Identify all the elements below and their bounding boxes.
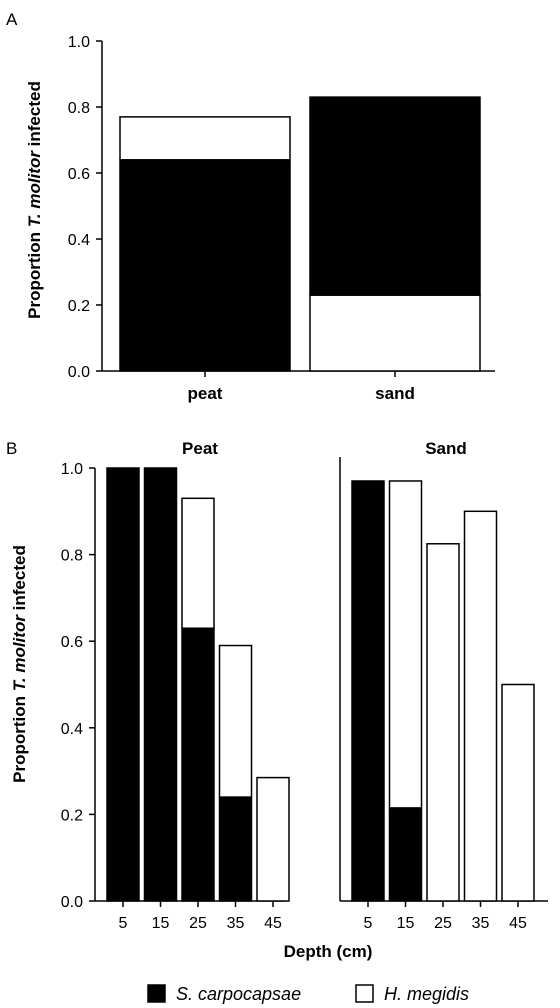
x-axis-label: Depth (cm) <box>284 942 373 961</box>
panel-b-peat-x-tick-label: 35 <box>227 915 245 932</box>
panel-b-axes: 0.0 0.2 0.4 0.6 0.8 1.0 <box>61 457 548 911</box>
panel-b-sand-x-tick-label: 25 <box>434 915 452 932</box>
panel-b-peat-x-tick-label: 15 <box>152 915 170 932</box>
panel-a-y-axis-label: Proportion T. molitor infected <box>25 81 44 319</box>
panel-b-y-tick-label: 0.0 <box>61 894 83 911</box>
legend-swatch-h-megidis <box>355 984 374 1003</box>
panel-b-sand-x-tick-label: 5 <box>364 915 373 932</box>
panel-b-peat-bar-s-carpocapsae <box>181 627 215 902</box>
panel-b-peat-x-tick-label: 45 <box>264 915 282 932</box>
panel-b-peat-bar-h-megidis <box>181 497 215 629</box>
facet-title-sand: Sand <box>425 439 467 458</box>
panel-b-peat-bar-s-carpocapsae <box>143 467 178 902</box>
panel-a-bar-h-megidis <box>119 116 291 161</box>
legend-swatch-s-carpocapsae <box>147 984 166 1003</box>
panel-b-peat-bar-s-carpocapsae <box>106 467 140 902</box>
panel-b-label: B <box>6 439 17 458</box>
panel-b-peat-bar-h-megidis <box>218 644 253 798</box>
panel-a-bar-s-carpocapsae <box>119 159 291 372</box>
panel-b-sand-x-tick-label: 15 <box>397 915 415 932</box>
panel-a-y-tick-label: 0.2 <box>68 298 90 315</box>
panel-b: B Proportion T. molitor infected Peat Sa… <box>6 439 548 961</box>
panel-a-y-tick-label: 0.6 <box>68 166 90 183</box>
panel-b-y-axis-label: Proportion T. molitor infected <box>10 545 29 783</box>
panel-b-sand-bar-h-megidis <box>426 543 460 902</box>
panel-b-peat-x-tick-label: 5 <box>119 915 128 932</box>
panel-b-y-tick-label: 0.6 <box>61 634 83 651</box>
legend: S. carpocapsae H. megidis <box>147 984 469 1004</box>
panel-b-bars <box>106 467 535 902</box>
facet-title-peat: Peat <box>182 439 218 458</box>
panel-b-y-tick-label: 0.8 <box>61 548 83 565</box>
panel-b-sand-bar-h-megidis <box>463 510 498 902</box>
panel-b-y-tick-label: 0.4 <box>61 721 83 738</box>
panel-a-axes: 0.0 0.2 0.4 0.6 0.8 1.0 <box>68 34 495 381</box>
panel-a-x-tick-label: peat <box>188 384 223 403</box>
panel-a-x-tick-label: sand <box>375 384 415 403</box>
panel-a-bar-h-megidis <box>309 294 481 372</box>
panel-b-sand-bar-s-carpocapsae <box>388 807 423 902</box>
panel-b-peat-x-tick-label: 25 <box>189 915 207 932</box>
panel-a-x-tick-labels: peat sand <box>188 371 415 403</box>
panel-a-y-tick-label: 0.4 <box>68 232 90 249</box>
panel-b-sand-x-tick-label: 45 <box>509 915 527 932</box>
panel-a-label: A <box>6 10 18 29</box>
legend-label-h-megidis: H. megidis <box>384 984 469 1004</box>
panel-a-bar-s-carpocapsae <box>309 96 481 296</box>
panel-b-y-tick-label: 0.2 <box>61 807 83 824</box>
panel-a: A Proportion T. molitor infected 0.00.20… <box>6 10 495 403</box>
panel-b-peat-bar-s-carpocapsae <box>218 796 253 902</box>
panel-b-sand-bar-h-megidis <box>388 480 423 809</box>
panel-a-bars <box>119 96 481 372</box>
panel-a-y-tick-label: 0.0 <box>68 364 90 381</box>
panel-b-peat-bar-h-megidis <box>256 776 290 902</box>
panel-b-sand-bar-h-megidis <box>501 683 535 902</box>
panel-b-x-tick-labels: 5 15 25 35 45 5 15 25 35 45 <box>119 901 527 932</box>
panel-b-sand-x-tick-label: 35 <box>472 915 490 932</box>
panel-a-y-tick-label: 1.0 <box>68 34 90 51</box>
legend-label-s-carpocapsae: S. carpocapsae <box>176 984 301 1004</box>
panel-b-sand-bar-s-carpocapsae <box>351 480 385 902</box>
panel-a-y-tick-label: 0.8 <box>68 100 90 117</box>
panel-b-y-tick-label: 1.0 <box>61 461 83 478</box>
